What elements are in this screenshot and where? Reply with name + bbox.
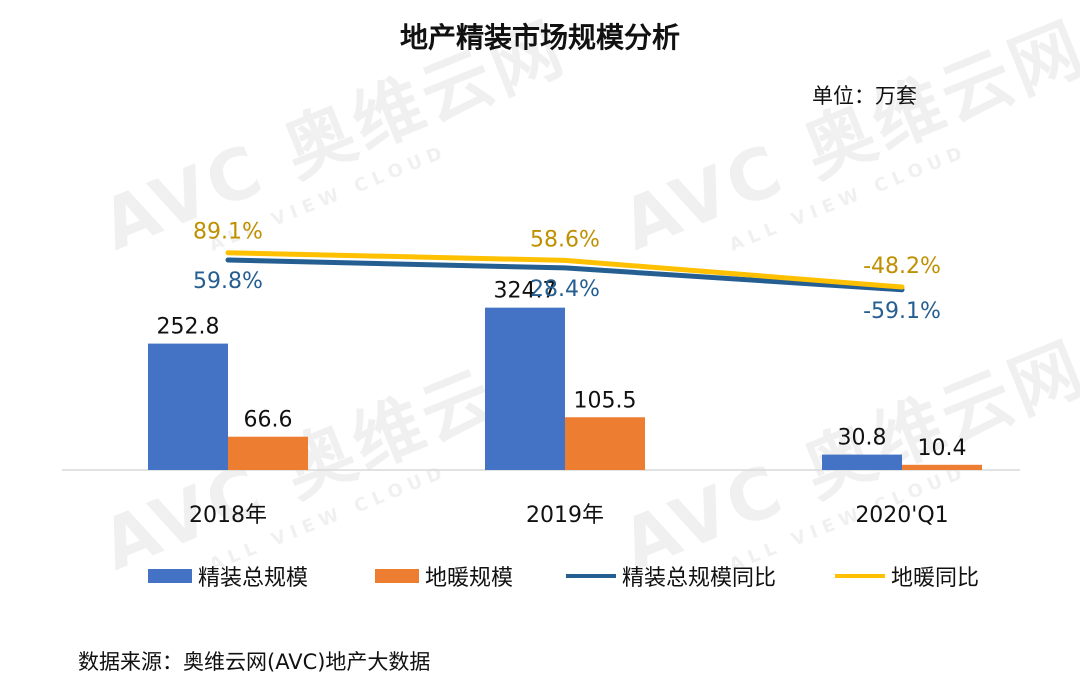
legend-label: 地暖规模: [425, 566, 514, 591]
legend-swatch-line-heating: [835, 574, 885, 578]
legend-label: 地暖同比: [891, 566, 980, 591]
bar-label-heating: 66.6: [244, 408, 293, 433]
line-label-total-yoy: 28.4%: [530, 277, 600, 302]
line-label-heating-yoy: 89.1%: [193, 220, 263, 245]
legend-label: 精装总规模同比: [622, 566, 777, 591]
bar-total: [822, 454, 902, 470]
line-label-heating-yoy: -48.2%: [863, 254, 941, 279]
legend-item-heating: 地暖规模: [375, 556, 513, 596]
unit-label: 单位：万套: [812, 84, 917, 108]
line-label-heating-yoy: 58.6%: [530, 227, 600, 252]
line-label-total-yoy: 59.8%: [193, 269, 263, 294]
x-tick-label: 2019年: [526, 503, 604, 528]
line-label-total-yoy: -59.1%: [863, 299, 941, 324]
bar-heating: [565, 417, 645, 470]
legend-item-heating-yoy: 地暖同比: [835, 556, 979, 596]
legend-swatch-line-total: [566, 574, 616, 578]
bar-heating: [902, 464, 982, 470]
legend-label: 精装总规模: [198, 566, 309, 591]
legend-item-total: 精装总规模: [148, 556, 308, 596]
x-tick-label: 2018年: [189, 503, 267, 528]
line-total-yoy: [225, 257, 905, 293]
chart-title: 地产精装市场规模分析: [399, 21, 680, 54]
bar-label-total: 252.8: [157, 315, 220, 340]
legend-swatch-bar-heating: [375, 569, 419, 583]
line-heating-yoy: [225, 250, 905, 290]
bar-total: [148, 343, 228, 470]
bar-label-heating: 105.5: [574, 388, 637, 413]
legend: 精装总规模 地暖规模 精装总规模同比 地暖同比: [0, 556, 1080, 596]
bar-label-total: 30.8: [838, 426, 887, 451]
bar-total: [485, 307, 565, 470]
legend-item-total-yoy: 精装总规模同比: [566, 556, 776, 596]
x-tick-label: 2020'Q1: [855, 503, 948, 528]
bar-heating: [228, 436, 308, 470]
bar-label-total: 324.7: [494, 279, 557, 304]
bar-label-heating: 10.4: [918, 436, 967, 461]
source-label: 数据来源：奥维云网(AVC)地产大数据: [78, 650, 431, 674]
legend-swatch-bar-total: [148, 569, 192, 583]
